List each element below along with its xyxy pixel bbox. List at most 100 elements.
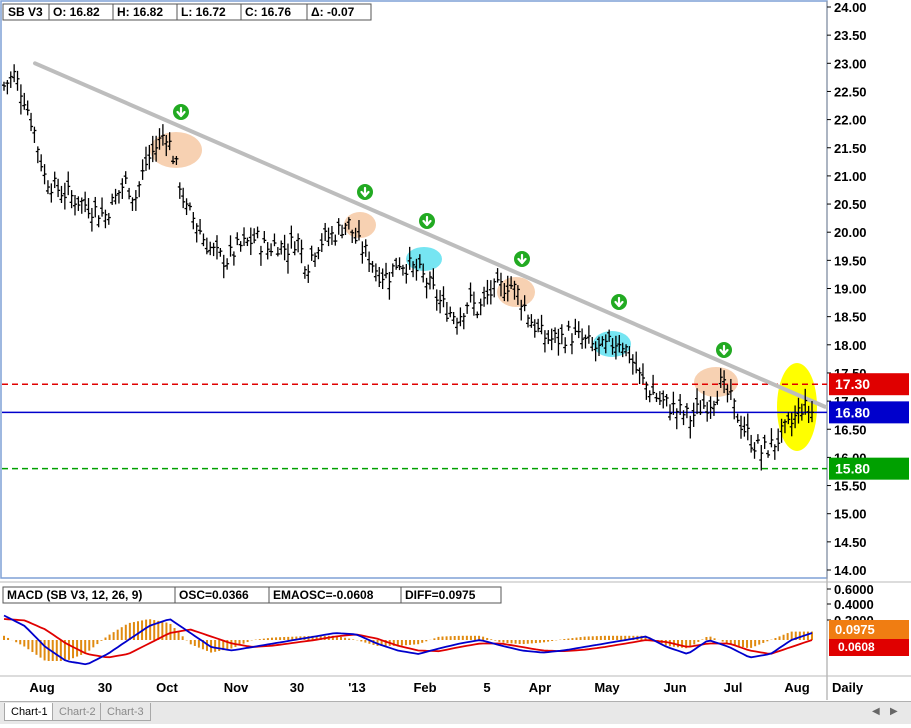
ohlc-bar (106, 212, 111, 225)
ohlc-bar (522, 295, 527, 312)
macd-hidden-badge (829, 638, 909, 656)
ohlc-bar (59, 185, 64, 203)
ohlc-bar (803, 388, 808, 415)
ohlc-bar (580, 328, 585, 349)
ohlc-bar (431, 268, 436, 290)
ohlc-bar (157, 128, 162, 150)
ohlc-bar (72, 194, 77, 216)
price-levels (2, 383, 827, 470)
time-label: 30 (98, 680, 112, 695)
level-badge-text: 16.80 (835, 404, 870, 420)
trendline-group (33, 61, 827, 409)
macd-hidden-badge-text: 0.0608 (838, 640, 875, 654)
ohlc-bar (265, 242, 270, 260)
price-tick-label: 23.50 (834, 28, 867, 43)
open-value: O: 16.82 (53, 5, 100, 19)
ohlc-bar (708, 396, 713, 419)
time-label: '13 (348, 680, 366, 695)
macd-value-badge-text: 0.0975 (835, 622, 875, 637)
ohlc-bar (42, 164, 47, 185)
ohlc-bar (718, 368, 723, 388)
ohlc-bar (299, 239, 304, 264)
scroll-right-icon[interactable]: ▶ (890, 706, 898, 717)
tab-chart-3[interactable]: Chart-3 (100, 703, 151, 721)
ohlc-bar (458, 307, 463, 327)
ohlc-bar (630, 354, 635, 375)
ohlc-bar (204, 237, 209, 255)
ohlc-bar (272, 233, 277, 247)
ohlc-bar (313, 252, 318, 267)
price-tick-label: 24.00 (834, 0, 867, 15)
ohlc-bar (556, 328, 561, 356)
ohlc-bar (32, 126, 37, 143)
time-label: Oct (156, 680, 178, 695)
ohlc-bar (198, 219, 203, 235)
ohlc-bar (752, 442, 757, 459)
low-value: L: 16.72 (181, 5, 226, 19)
ohlc-bar (133, 190, 138, 211)
ohlc-bar (651, 374, 656, 395)
ohlc-bar (755, 434, 760, 444)
ohlc-header: SB V3 O: 16.82 H: 16.82 L: 16.72 C: 16.7… (2, 3, 372, 21)
ohlc-bar (377, 266, 382, 288)
ohlc-bar (177, 182, 182, 199)
ohlc-bar (705, 401, 710, 422)
price-tick-label: 21.50 (834, 141, 867, 156)
ohlc-bar (603, 334, 608, 354)
down-arrow-icon (173, 104, 189, 120)
ohlc-bar (231, 251, 236, 266)
ohlc-bar (120, 178, 125, 199)
ohlc-bar (583, 334, 588, 349)
time-label: 5 (483, 680, 490, 695)
ohlc-bar (329, 226, 334, 245)
ohlc-bar (140, 159, 145, 180)
ohlc-bar (49, 183, 54, 203)
ohlc-bar (86, 198, 91, 219)
ohlc-bar (576, 321, 581, 339)
tab-chart-2[interactable]: Chart-2 (52, 703, 103, 721)
ohlc-bar (549, 328, 554, 351)
highlight-yellow (777, 363, 817, 451)
ohlc-bar (640, 363, 645, 384)
arrow-glyph (719, 344, 729, 356)
ohlc-bar (532, 319, 537, 338)
ohlc-bar (674, 408, 679, 430)
ohlc-bar (745, 413, 750, 441)
ohlc-bar (79, 197, 84, 214)
scroll-left-icon[interactable]: ◀ (872, 706, 880, 717)
ohlc-bar (779, 418, 784, 443)
ohlc-bar (742, 416, 747, 437)
ohlc-bar (678, 394, 683, 415)
ohlc-bar (698, 400, 703, 415)
tab-bar (0, 701, 911, 724)
ohlc-bar (404, 264, 409, 284)
ohlc-bar (735, 413, 740, 423)
macd-badges: 0.0608 0.0975 (829, 620, 909, 656)
ohlc-bar (336, 218, 341, 235)
ohlc-bar (116, 190, 121, 204)
ohlc-bar (695, 388, 700, 415)
interval-label[interactable]: Daily (832, 680, 864, 695)
ohlc-bar (485, 279, 490, 305)
ohlc-bar (62, 182, 67, 210)
ohlc-bar (380, 268, 385, 290)
ohlc-bar (644, 381, 649, 400)
ohlc-bar (150, 135, 155, 163)
ohlc-bar (201, 233, 206, 247)
time-label: 30 (290, 680, 304, 695)
arrow-glyph (176, 106, 186, 118)
price-tick-label: 15.00 (834, 507, 867, 522)
highlight-cyan (406, 247, 442, 271)
macd-header: MACD (SB V3, 12, 26, 9) OSC=0.0366 EMAOS… (2, 586, 502, 604)
ohlc-bar (319, 233, 324, 253)
down-arrow-icon (716, 342, 732, 358)
high-value: H: 16.82 (117, 5, 163, 19)
ohlc-bar (482, 286, 487, 307)
ohlc-bar (553, 327, 558, 344)
macd-lines (3, 614, 813, 666)
ohlc-bar (515, 285, 520, 305)
tab-chart-1[interactable]: Chart-1 (4, 703, 55, 721)
ohlc-bar (289, 225, 294, 249)
